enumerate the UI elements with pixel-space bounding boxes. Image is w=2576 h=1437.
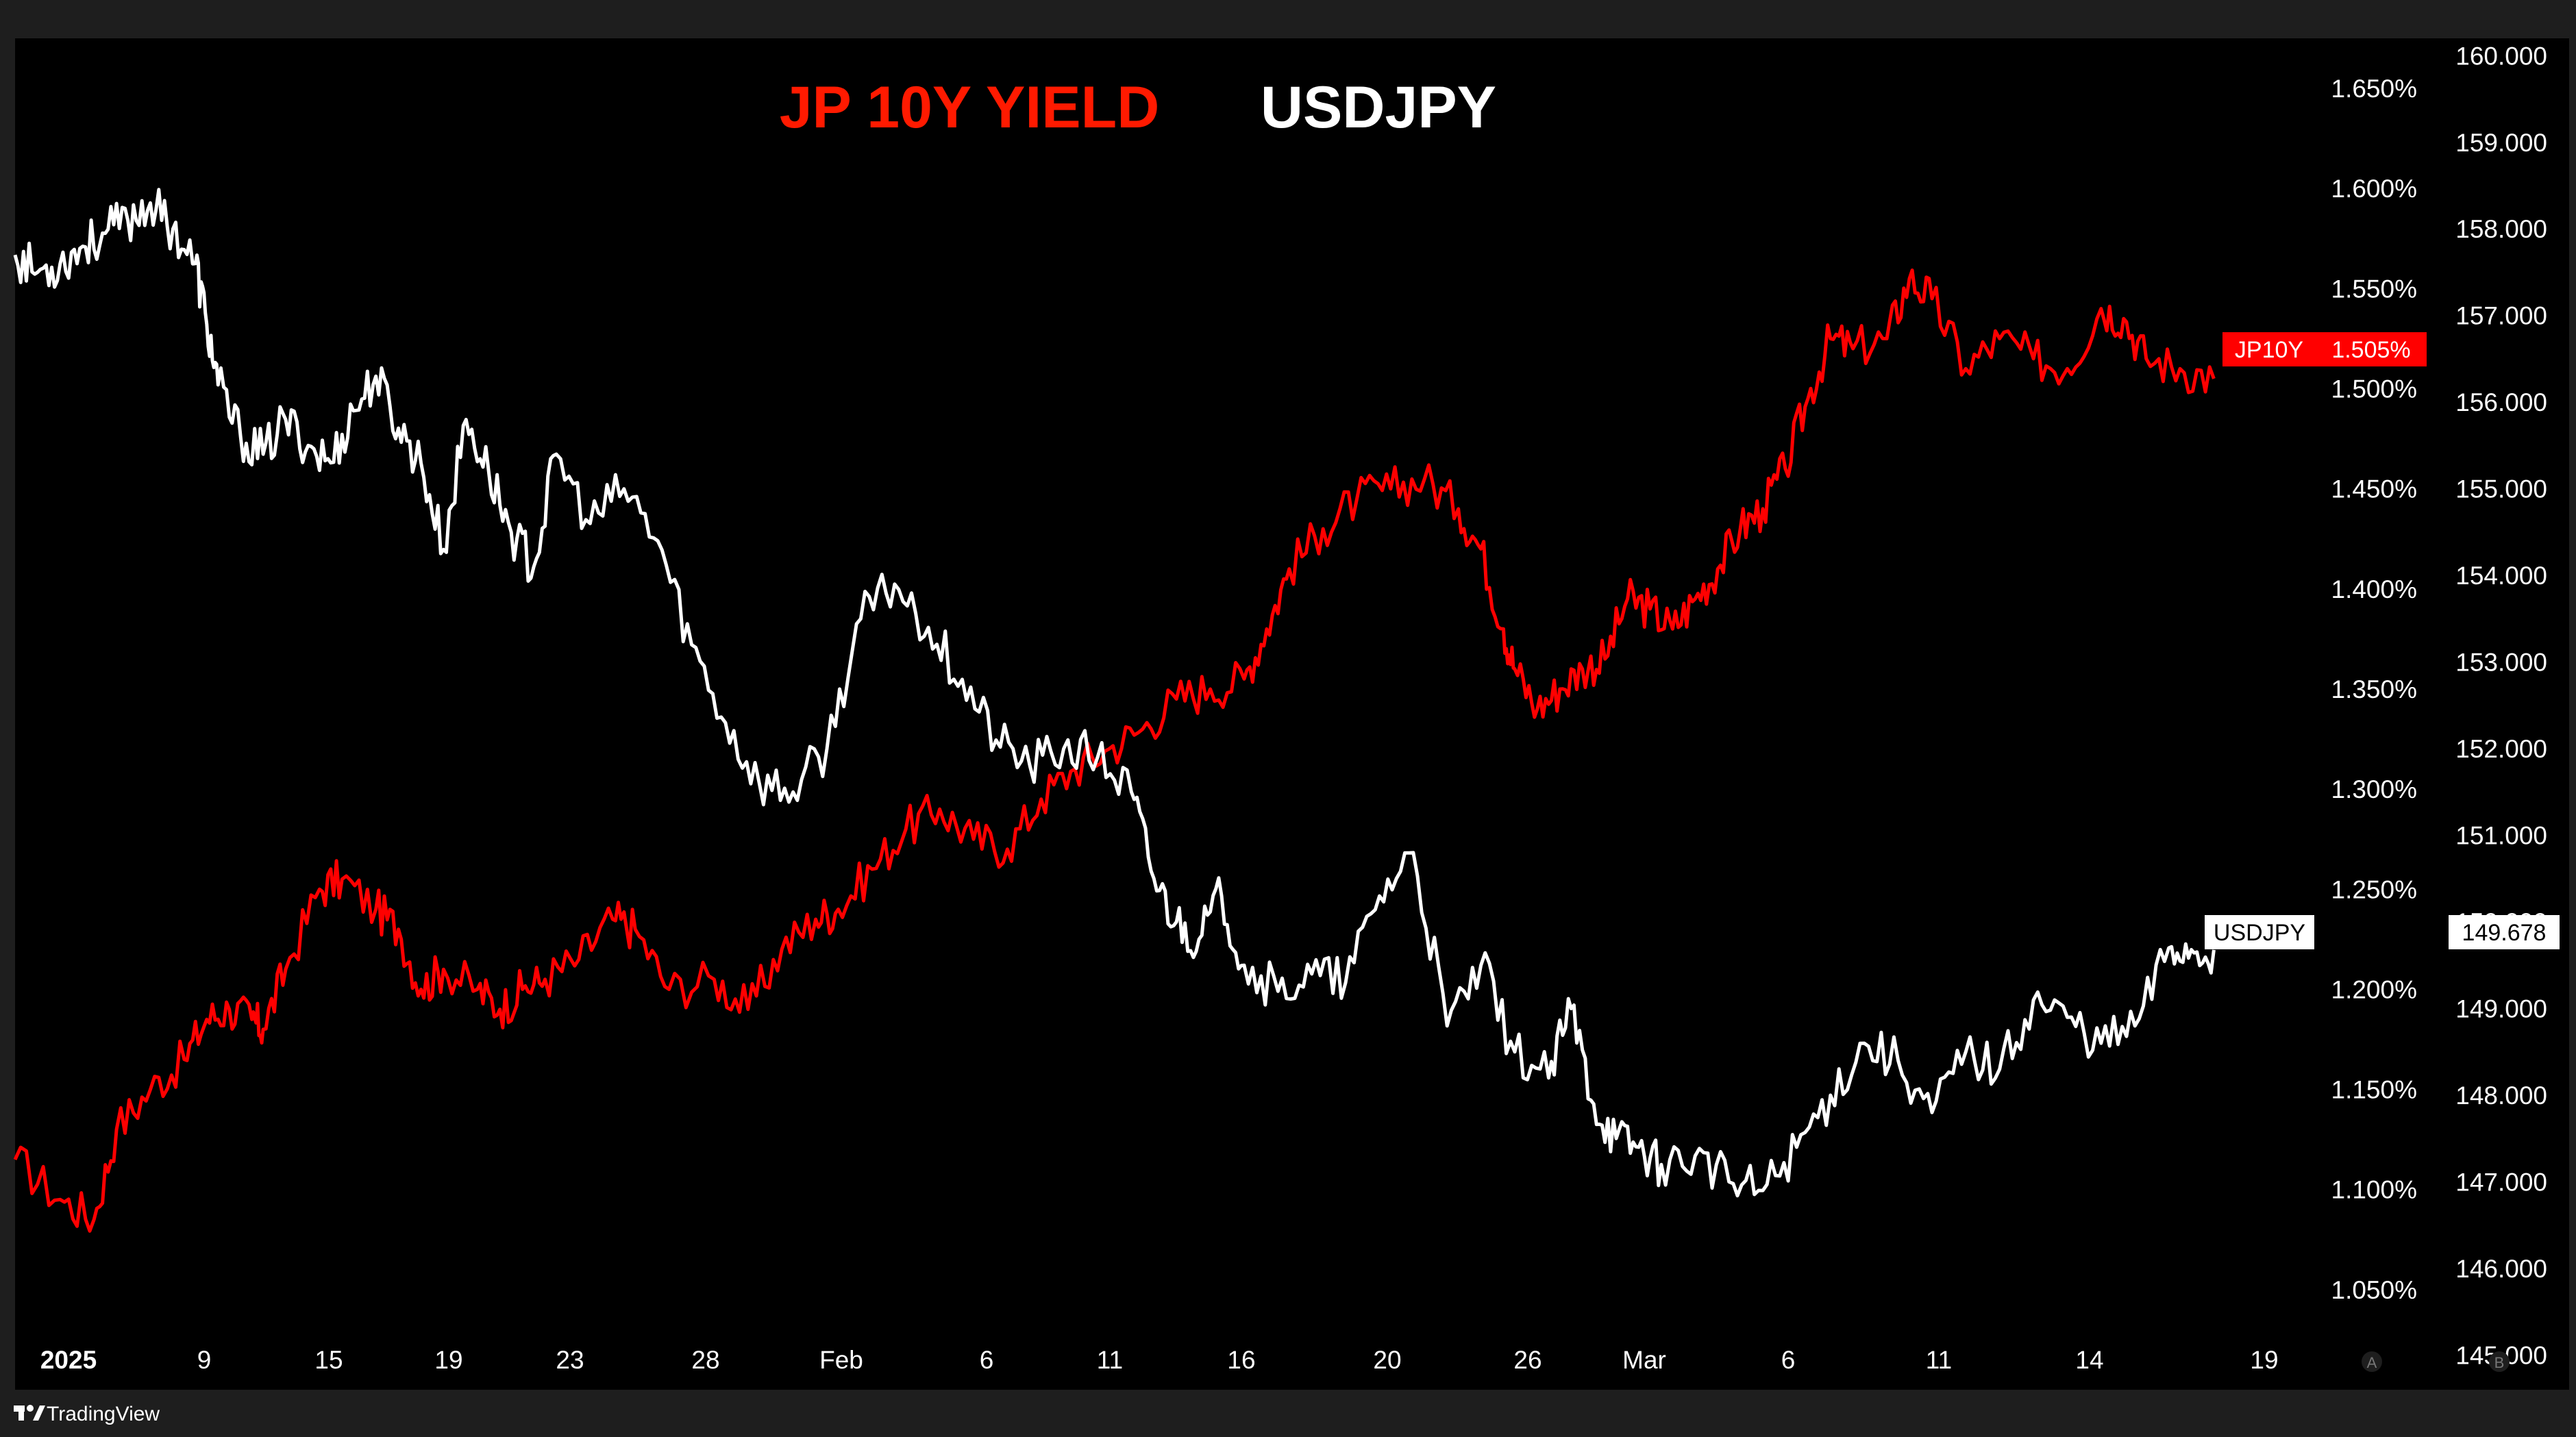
time-axis-tick: 26 [1513,1346,1541,1374]
left-axis-tick: 1.200% [2331,975,2418,1003]
right-axis-tick: 156.000 [2455,388,2547,416]
jp10y-line[interactable] [13,268,2216,1233]
time-axis-tick: Mar [1622,1346,1666,1374]
right-axis-tick: 155.000 [2455,475,2547,503]
right-axis-tick: 153.000 [2455,649,2547,677]
time-axis-tick: 23 [556,1346,584,1374]
time-axis-tick: 6 [980,1346,994,1374]
tradingview-logo-icon [14,1405,45,1421]
axis-b-button[interactable]: B [2489,1351,2510,1372]
axis-b-label: B [2494,1354,2505,1371]
right-axis-tick: 148.000 [2455,1082,2547,1110]
axis-a-button[interactable]: A [2362,1351,2382,1372]
left-axis-tick: 1.550% [2331,275,2418,303]
time-axis-tick: 9 [197,1346,212,1374]
time-axis[interactable]: 2025 9 15 19 23 28 Feb 6 11 16 20 26 Mar 6 11 14 19 [40,1346,2279,1374]
usdjpy-value-tag: 149.678 [2462,920,2547,946]
time-axis-tick: 14 [2075,1346,2103,1374]
left-axis-tick: 1.050% [2331,1276,2418,1304]
time-axis-tick: 11 [1926,1346,1952,1374]
left-axis-tick: 1.400% [2331,575,2418,603]
time-axis-tick: Feb [819,1346,863,1374]
chart-title-usdjpy: USDJPY [1261,75,1496,140]
right-axis-tick: 151.000 [2455,822,2547,850]
left-axis-tick: 1.100% [2331,1176,2418,1204]
left-axis-tick: 1.450% [2331,475,2418,503]
tradingview-brand: TradingView [47,1403,160,1425]
usdjpy-price-tag: USDJPY 149.678 [2205,915,2560,949]
time-axis-tick: 6 [1781,1346,1796,1374]
left-axis-tick: 1.150% [2331,1076,2418,1104]
axis-a-button-bg[interactable] [2362,1351,2382,1372]
usdjpy-name-tag: USDJPY [2214,920,2305,946]
right-axis-tick: 154.000 [2455,562,2547,590]
plot-background [15,38,2569,1390]
time-axis-tick: 19 [434,1346,462,1374]
axis-b-button-bg[interactable] [2489,1351,2510,1372]
time-axis-tick: 19 [2250,1346,2278,1374]
right-axis-tick: 146.000 [2455,1255,2547,1283]
left-axis-tick: 1.300% [2331,775,2418,803]
jp10y-value-tag: 1.505% [2331,337,2410,363]
jp10y-name-tag: JP10Y [2235,337,2303,363]
right-axis-tick: 160.000 [2455,42,2547,70]
right-axis-tick: 159.000 [2455,129,2547,157]
tradingview-logo[interactable]: TradingView [14,1403,160,1425]
right-axis-tick: 147.000 [2455,1168,2547,1196]
time-axis-tick: 15 [314,1346,343,1374]
chart-title-jp10y: JP 10Y YIELD [780,75,1160,140]
usdjpy-value-tag-bg [2449,915,2560,949]
left-axis-tick: 1.350% [2331,675,2418,703]
left-axis-tick: 1.500% [2331,375,2418,403]
axis-a-label: A [2367,1354,2377,1371]
time-axis-tick: 20 [1373,1346,1401,1374]
jp10y-price-tag: JP10Y 1.505% [2222,332,2427,366]
right-axis-tick: 158.000 [2455,215,2547,243]
time-axis-tick: 28 [691,1346,719,1374]
left-axis-tick: 1.650% [2331,75,2418,103]
right-axis-tick: 149.000 [2455,995,2547,1023]
jp10y-value-tag-bg [2316,332,2427,366]
jp10y-name-tag-bg [2222,332,2316,366]
time-axis-tick: 16 [1227,1346,1255,1374]
series-layer[interactable] [13,188,2216,1233]
usdjpy-line[interactable] [13,188,2216,1198]
right-axis-tick: 152.000 [2455,735,2547,763]
left-axis-tick: 1.600% [2331,175,2418,203]
time-axis-tick: 11 [1097,1346,1123,1374]
usdjpy-name-tag-bg [2205,915,2314,949]
right-axis-tick: 157.000 [2455,302,2547,330]
left-axis[interactable]: 1.650% 1.600% 1.550% 1.500% 1.450% 1.400% 1.35… [2331,75,2418,1304]
time-axis-tick: 2025 [40,1346,97,1374]
left-axis-tick: 1.250% [2331,875,2418,903]
